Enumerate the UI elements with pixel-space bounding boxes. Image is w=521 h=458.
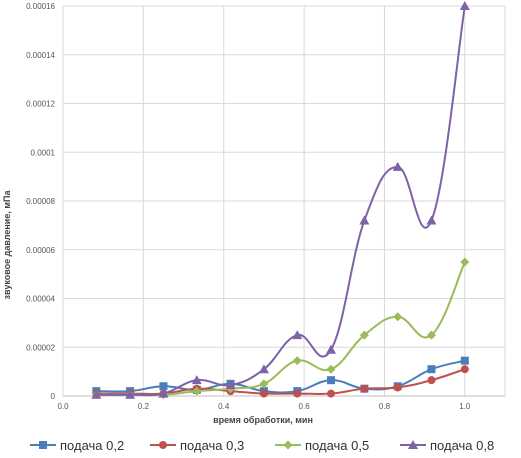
x-tick-label: 0.0 — [57, 402, 69, 411]
series-1 — [92, 356, 469, 396]
data-point — [426, 330, 436, 340]
legend-marker — [283, 440, 293, 450]
data-point — [125, 389, 136, 399]
legend-marker — [39, 441, 47, 449]
data-point — [426, 215, 437, 225]
x-tick-label: 0.6 — [299, 402, 311, 411]
y-axis-title: звуковое давление, мПа — [2, 190, 12, 300]
y-tick-label: 0.00014 — [26, 51, 55, 60]
data-point — [327, 376, 336, 385]
data-point — [393, 312, 403, 322]
data-point — [159, 382, 168, 391]
y-tick-label: 0.00016 — [26, 2, 55, 11]
data-point — [393, 383, 402, 392]
legend-item: подача 0,5 — [275, 438, 369, 453]
data-point — [460, 257, 470, 267]
data-point — [192, 386, 202, 396]
data-point — [91, 389, 102, 399]
data-point — [427, 365, 436, 374]
x-tick-label: 1.0 — [459, 402, 471, 411]
data-point — [359, 330, 369, 340]
data-point — [327, 389, 336, 398]
y-tick-label: 0.00002 — [26, 343, 55, 352]
y-tick-label: 0.00008 — [26, 197, 55, 206]
data-point — [292, 356, 302, 366]
data-point — [293, 389, 302, 398]
chart-legend: подача 0,2 подача 0,3 подача 0,5 подача 0,8 — [30, 438, 494, 453]
chart-grid — [62, 5, 505, 397]
data-point — [326, 344, 337, 354]
data-point — [359, 215, 370, 225]
x-tick-label: 0.8 — [379, 402, 391, 411]
legend-item: подача 0,3 — [150, 438, 244, 453]
chart-axes: 0 0.00002 0.00004 0.00006 0.00008 0.0001 0.000… — [26, 2, 506, 411]
data-point — [259, 389, 268, 398]
legend-label: подача 0,5 — [305, 438, 369, 453]
x-tick-label: 0.4 — [218, 402, 230, 411]
y-tick-label: 0.0001 — [31, 148, 56, 157]
data-point — [459, 1, 470, 10]
data-point — [427, 376, 436, 385]
series-line — [96, 261, 466, 397]
data-point — [292, 330, 303, 340]
y-tick-label: 0.00004 — [26, 295, 55, 304]
data-point — [460, 356, 469, 365]
series-3 — [91, 257, 470, 400]
legend-item: подача 0,8 — [400, 438, 494, 453]
data-point — [326, 364, 336, 374]
chart-series — [91, 1, 470, 400]
y-tick-label: 0 — [51, 392, 56, 401]
legend-item: подача 0,2 — [30, 438, 124, 453]
series-line — [96, 359, 466, 394]
y-tick-label: 0.00012 — [26, 100, 55, 109]
data-point — [158, 388, 169, 398]
x-tick-label: 0.2 — [138, 402, 150, 411]
data-point — [225, 380, 236, 390]
legend-marker — [408, 440, 418, 449]
data-point — [360, 384, 369, 393]
data-point — [258, 364, 269, 374]
legend-label: подача 0,8 — [430, 438, 494, 453]
data-point — [460, 365, 469, 374]
x-axis-title: время обработки, мин — [213, 415, 313, 425]
data-point — [259, 379, 269, 389]
data-point — [392, 161, 403, 171]
data-point — [191, 375, 202, 385]
y-tick-label: 0.00006 — [26, 246, 55, 255]
series-4 — [91, 1, 470, 399]
legend-label: подача 0,3 — [180, 438, 244, 453]
legend-label: подача 0,2 — [60, 438, 124, 453]
legend-marker — [159, 441, 167, 449]
